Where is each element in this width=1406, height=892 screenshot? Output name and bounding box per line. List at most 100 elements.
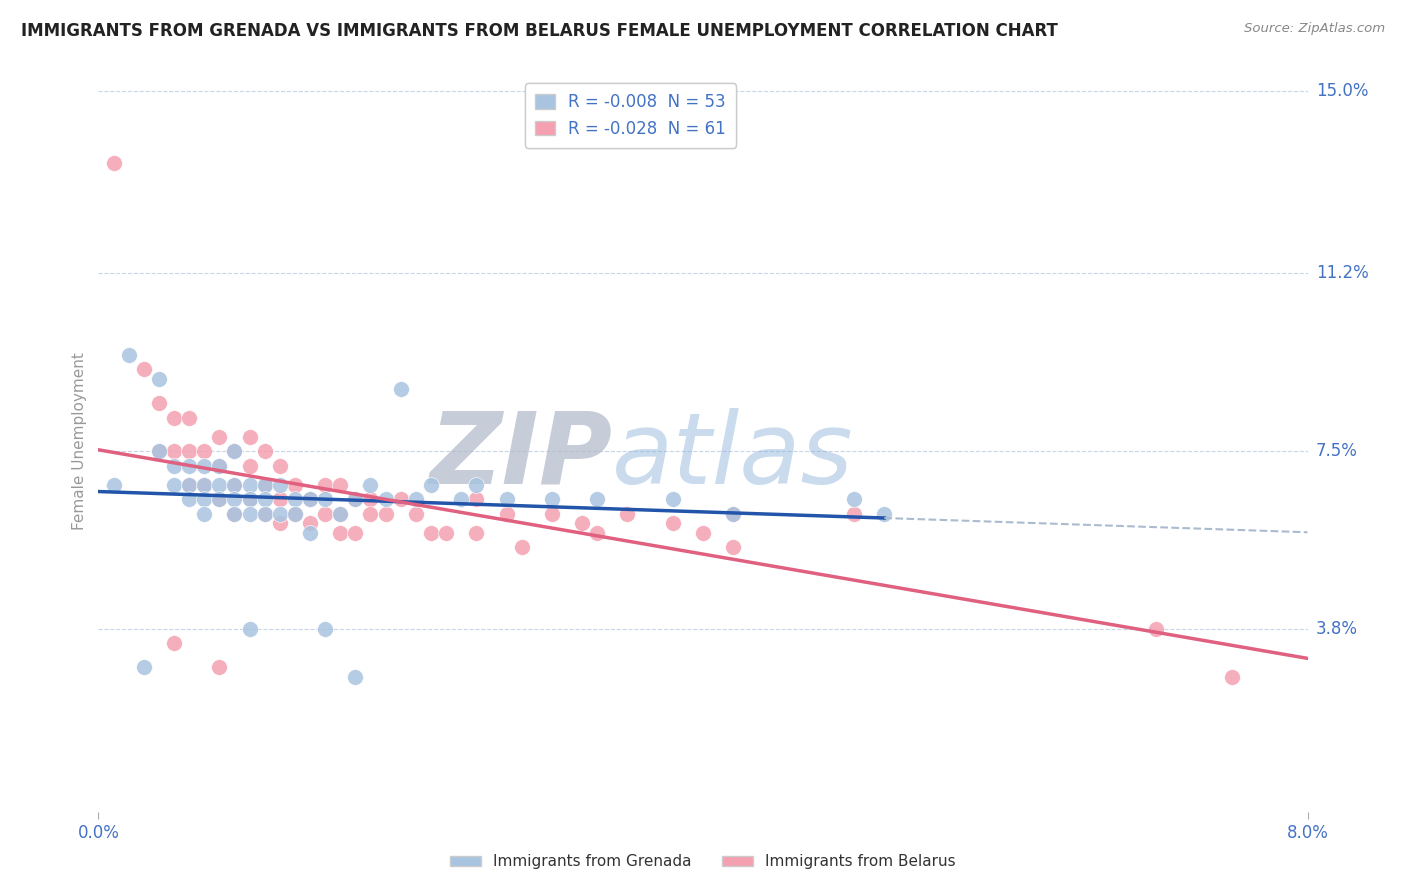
Point: [314, 478, 336, 492]
Point: [179, 458, 201, 473]
Point: [208, 430, 231, 444]
Point: [314, 507, 336, 521]
Text: 7.5%: 7.5%: [1316, 442, 1358, 460]
Point: [163, 458, 186, 473]
Point: [179, 410, 201, 425]
Point: [148, 444, 170, 458]
Point: [586, 492, 609, 507]
Point: [224, 492, 246, 507]
Point: [1220, 670, 1243, 684]
Point: [299, 525, 322, 540]
Point: [465, 525, 488, 540]
Point: [465, 478, 488, 492]
Point: [239, 622, 262, 636]
Point: [179, 478, 201, 492]
Point: [344, 492, 367, 507]
Point: [132, 660, 155, 674]
Point: [103, 155, 125, 169]
Point: [329, 478, 352, 492]
Point: [224, 444, 246, 458]
Point: [510, 541, 533, 555]
Point: [193, 458, 215, 473]
Point: [284, 507, 307, 521]
Point: [179, 478, 201, 492]
Point: [661, 516, 683, 531]
Point: [284, 492, 307, 507]
Text: 11.2%: 11.2%: [1316, 264, 1368, 282]
Text: ZIP: ZIP: [429, 408, 613, 505]
Point: [389, 492, 412, 507]
Point: [389, 382, 412, 396]
Text: IMMIGRANTS FROM GRENADA VS IMMIGRANTS FROM BELARUS FEMALE UNEMPLOYMENT CORRELATI: IMMIGRANTS FROM GRENADA VS IMMIGRANTS FR…: [21, 22, 1057, 40]
Point: [163, 636, 186, 650]
Point: [344, 492, 367, 507]
Point: [420, 525, 443, 540]
Point: [224, 444, 246, 458]
Point: [723, 507, 745, 521]
Point: [224, 478, 246, 492]
Point: [299, 516, 322, 531]
Point: [344, 670, 367, 684]
Point: [844, 507, 866, 521]
Point: [148, 372, 170, 386]
Point: [269, 458, 291, 473]
Point: [239, 478, 262, 492]
Point: [239, 458, 262, 473]
Text: 15.0%: 15.0%: [1316, 81, 1368, 100]
Point: [193, 478, 215, 492]
Point: [360, 478, 382, 492]
Point: [239, 430, 262, 444]
Point: [269, 507, 291, 521]
Point: [163, 444, 186, 458]
Point: [208, 492, 231, 507]
Point: [239, 507, 262, 521]
Text: 3.8%: 3.8%: [1316, 620, 1358, 638]
Point: [723, 507, 745, 521]
Point: [692, 525, 714, 540]
Point: [224, 478, 246, 492]
Point: [253, 478, 276, 492]
Point: [103, 478, 125, 492]
Point: [495, 492, 517, 507]
Point: [253, 507, 276, 521]
Point: [269, 492, 291, 507]
Point: [132, 362, 155, 376]
Point: [873, 507, 896, 521]
Point: [284, 478, 307, 492]
Point: [253, 478, 276, 492]
Text: atlas: atlas: [613, 408, 853, 505]
Point: [253, 492, 276, 507]
Point: [193, 478, 215, 492]
Point: [208, 478, 231, 492]
Point: [1146, 622, 1168, 636]
Point: [374, 492, 396, 507]
Point: [844, 492, 866, 507]
Point: [208, 660, 231, 674]
Text: Source: ZipAtlas.com: Source: ZipAtlas.com: [1244, 22, 1385, 36]
Point: [616, 507, 638, 521]
Point: [540, 492, 562, 507]
Point: [299, 492, 322, 507]
Point: [540, 507, 562, 521]
Point: [299, 492, 322, 507]
Point: [329, 507, 352, 521]
Point: [193, 492, 215, 507]
Point: [405, 507, 427, 521]
Point: [224, 507, 246, 521]
Point: [360, 507, 382, 521]
Point: [208, 458, 231, 473]
Point: [360, 492, 382, 507]
Point: [253, 444, 276, 458]
Point: [163, 478, 186, 492]
Point: [193, 507, 215, 521]
Point: [118, 348, 141, 362]
Point: [239, 492, 262, 507]
Point: [239, 492, 262, 507]
Point: [344, 525, 367, 540]
Point: [329, 507, 352, 521]
Point: [723, 541, 745, 555]
Point: [193, 444, 215, 458]
Point: [314, 492, 336, 507]
Point: [148, 396, 170, 410]
Point: [224, 507, 246, 521]
